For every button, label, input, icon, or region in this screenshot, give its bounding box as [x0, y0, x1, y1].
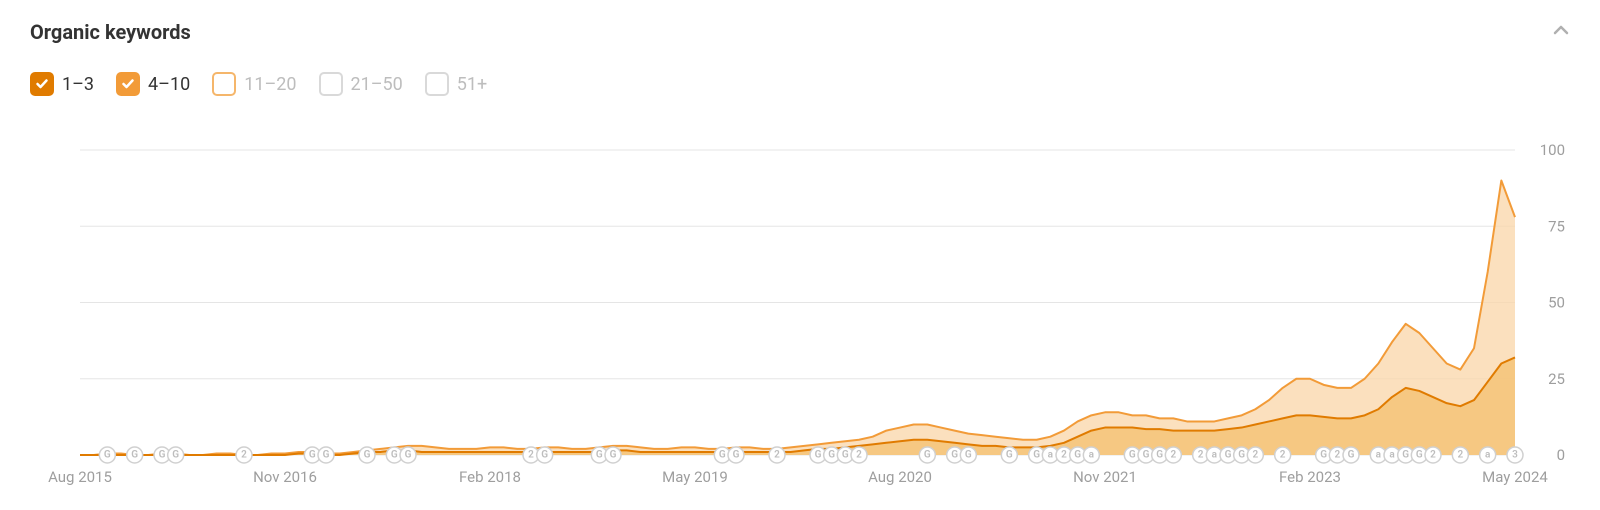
svg-text:Aug 2020: Aug 2020 [868, 468, 932, 486]
legend-item-1[interactable]: 4–10 [116, 72, 190, 96]
svg-text:G: G [364, 450, 371, 461]
svg-text:3: 3 [1512, 450, 1518, 461]
legend-label: 4–10 [148, 74, 190, 95]
chevron-up-icon [1552, 21, 1570, 39]
svg-text:G: G [719, 450, 726, 461]
svg-text:G: G [733, 450, 740, 461]
legend-item-3[interactable]: 21–50 [319, 72, 403, 96]
svg-text:100: 100 [1540, 141, 1565, 159]
svg-text:Feb 2023: Feb 2023 [1279, 468, 1341, 486]
legend-item-2[interactable]: 11–20 [212, 72, 296, 96]
organic-keywords-panel: Organic keywords 1–3 4–10 11–20 21–50 51+ 0 2… [0, 0, 1600, 510]
svg-text:G: G [815, 450, 822, 461]
svg-text:G: G [323, 450, 330, 461]
svg-text:G: G [391, 450, 398, 461]
svg-text:G: G [405, 450, 412, 461]
svg-text:a: a [1485, 450, 1490, 461]
legend-checkbox[interactable] [319, 72, 343, 96]
legend-item-4[interactable]: 51+ [425, 72, 487, 96]
svg-text:G: G [1416, 450, 1423, 461]
svg-text:G: G [965, 450, 972, 461]
svg-text:75: 75 [1548, 217, 1565, 235]
svg-text:G: G [924, 450, 931, 461]
legend-checkbox[interactable] [30, 72, 54, 96]
svg-text:G: G [309, 450, 316, 461]
legend-label: 51+ [457, 74, 487, 95]
legend-checkbox[interactable] [425, 72, 449, 96]
svg-text:G: G [541, 450, 548, 461]
svg-text:G: G [1074, 450, 1081, 461]
svg-text:Aug 2015: Aug 2015 [48, 468, 112, 486]
svg-text:a: a [1389, 450, 1394, 461]
svg-text:2: 2 [774, 450, 780, 461]
svg-text:2: 2 [1430, 450, 1436, 461]
svg-text:G: G [159, 450, 166, 461]
svg-text:2: 2 [1457, 450, 1463, 461]
panel-header: Organic keywords [30, 20, 1570, 44]
keywords-area-chart[interactable]: 0 25 50 75 100 Aug 2015 Nov 2016 Feb 2018 May 20… [30, 140, 1570, 490]
legend: 1–3 4–10 11–20 21–50 51+ [30, 72, 1570, 96]
svg-text:a: a [1376, 450, 1381, 461]
panel-title: Organic keywords [30, 20, 191, 44]
svg-text:2: 2 [1334, 450, 1340, 461]
svg-text:2: 2 [1280, 450, 1286, 461]
svg-text:2: 2 [1170, 450, 1176, 461]
svg-text:Nov 2021: Nov 2021 [1073, 468, 1137, 486]
svg-text:a: a [1212, 450, 1217, 461]
svg-text:50: 50 [1548, 294, 1565, 312]
svg-text:G: G [172, 450, 179, 461]
svg-text:2: 2 [1252, 450, 1258, 461]
svg-text:2: 2 [856, 450, 862, 461]
svg-text:2: 2 [528, 450, 534, 461]
svg-text:G: G [1143, 450, 1150, 461]
legend-label: 11–20 [244, 74, 296, 95]
svg-text:a: a [1089, 450, 1094, 461]
svg-text:G: G [104, 450, 111, 461]
svg-text:G: G [1156, 450, 1163, 461]
svg-text:2: 2 [1198, 450, 1204, 461]
svg-text:Feb 2018: Feb 2018 [459, 468, 521, 486]
legend-checkbox[interactable] [116, 72, 140, 96]
svg-text:G: G [1238, 450, 1245, 461]
legend-checkbox[interactable] [212, 72, 236, 96]
svg-text:Nov 2016: Nov 2016 [253, 468, 317, 486]
svg-text:G: G [1225, 450, 1232, 461]
svg-text:G: G [828, 450, 835, 461]
svg-text:2: 2 [241, 450, 247, 461]
legend-label: 1–3 [62, 74, 94, 95]
svg-text:G: G [1006, 450, 1013, 461]
legend-label: 21–50 [351, 74, 403, 95]
svg-text:G: G [951, 450, 958, 461]
svg-text:G: G [1348, 450, 1355, 461]
svg-text:G: G [610, 450, 617, 461]
svg-text:May 2024: May 2024 [1482, 468, 1548, 486]
svg-text:G: G [842, 450, 849, 461]
svg-text:G: G [596, 450, 603, 461]
svg-text:G: G [1320, 450, 1327, 461]
svg-text:a: a [1048, 450, 1053, 461]
svg-text:G: G [1129, 450, 1136, 461]
collapse-toggle[interactable] [1552, 21, 1570, 43]
svg-text:25: 25 [1548, 370, 1565, 388]
chart-container: 0 25 50 75 100 Aug 2015 Nov 2016 Feb 2018 May 20… [30, 140, 1570, 490]
svg-text:0: 0 [1557, 446, 1565, 464]
svg-text:May 2019: May 2019 [662, 468, 728, 486]
svg-text:G: G [131, 450, 138, 461]
legend-item-0[interactable]: 1–3 [30, 72, 94, 96]
svg-text:2: 2 [1061, 450, 1067, 461]
svg-text:G: G [1402, 450, 1409, 461]
svg-text:G: G [1033, 450, 1040, 461]
